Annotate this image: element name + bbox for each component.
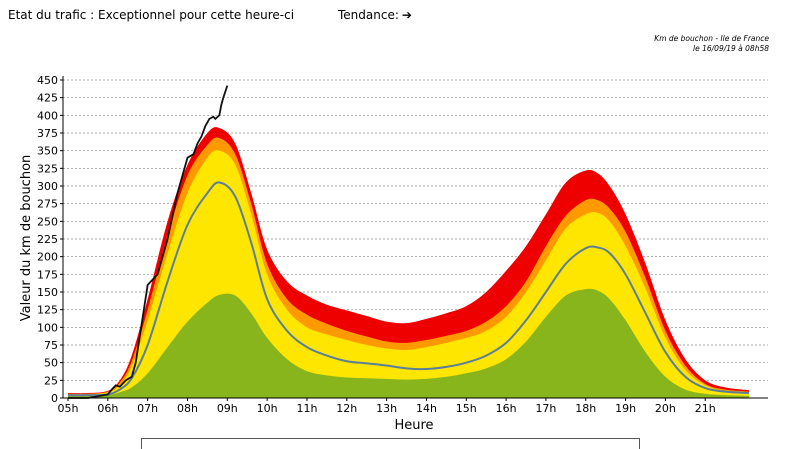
line-average: [67, 181, 750, 397]
y-tick-label: 0: [51, 392, 58, 405]
chart-info-date: le 16/09/19 à 08h58: [693, 44, 769, 53]
y-tick-label: 150: [37, 286, 58, 299]
x-tick-label: 10h: [257, 402, 278, 415]
x-tick-label: 17h: [535, 402, 556, 415]
x-tick-label: 15h: [456, 402, 477, 415]
x-tick-label: 12h: [336, 402, 357, 415]
y-tick-label: 325: [37, 162, 58, 175]
arrow-right-icon: ➔: [401, 8, 412, 22]
x-tick-label: 11h: [296, 402, 317, 415]
x-tick-label: 18h: [575, 402, 596, 415]
y-tick-label: 425: [37, 92, 58, 105]
x-tick-label: 19h: [615, 402, 636, 415]
y-tick-label: 125: [37, 304, 58, 317]
x-tick-label: 07h: [137, 402, 158, 415]
x-tick-label: 20h: [655, 402, 676, 415]
x-tick-label: 08h: [177, 402, 198, 415]
x-axis-label: Heure: [394, 418, 433, 433]
traffic-status: Etat du trafic : Exceptionnel pour cette…: [8, 8, 294, 22]
y-tick-label: 175: [37, 268, 58, 281]
y-tick-label: 50: [44, 357, 58, 370]
y-tick-label: 300: [37, 180, 58, 193]
y-tick-label: 275: [37, 198, 58, 211]
traffic-trend: Tendance: ➔: [338, 8, 412, 22]
y-tick-label: 450: [37, 74, 58, 87]
trend-label: Tendance:: [338, 8, 399, 22]
chart-info-title: Km de bouchon - Ile de France: [654, 34, 769, 43]
y-tick-label: 225: [37, 233, 58, 246]
traffic-status-value: Exceptionnel pour cette heure-ci: [98, 8, 295, 22]
x-tick-label: 21h: [695, 402, 716, 415]
x-tick-label: 16h: [496, 402, 517, 415]
y-tick-label: 100: [37, 321, 58, 334]
line-today: [68, 85, 229, 399]
y-tick-label: 250: [37, 215, 58, 228]
legend-box: [141, 438, 640, 449]
y-tick-label: 200: [37, 251, 58, 264]
traffic-status-label: Etat du trafic :: [8, 8, 99, 22]
x-tick-label: 14h: [416, 402, 437, 415]
y-axis-label: Valeur du km de bouchon: [19, 155, 34, 322]
chart-info: Km de bouchon - Ile de France le 16/09/1…: [654, 34, 769, 54]
y-tick-label: 375: [37, 127, 58, 140]
x-tick-label: 06h: [97, 402, 118, 415]
x-tick-label: 09h: [217, 402, 238, 415]
y-tick-label: 350: [37, 145, 58, 158]
y-tick-label: 25: [44, 374, 58, 387]
y-tick-label: 400: [37, 109, 58, 122]
y-tick-label: 75: [44, 339, 58, 352]
area-green: [68, 288, 750, 398]
x-tick-label: 13h: [376, 402, 397, 415]
x-tick-label: 05h: [58, 402, 79, 415]
